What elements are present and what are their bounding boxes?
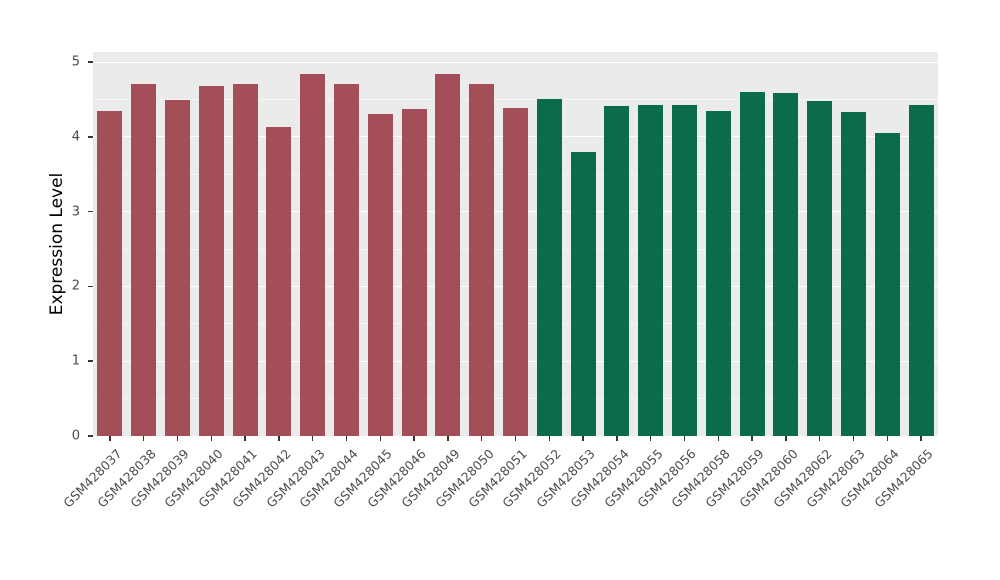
x-tick-mark — [886, 436, 889, 441]
bar-GSM428051 — [503, 108, 528, 436]
x-tick-mark — [109, 436, 111, 441]
y-tick-mark — [88, 136, 93, 138]
bar-GSM428037 — [97, 110, 123, 436]
y-tick-label: 4 — [71, 129, 80, 145]
x-tick-mark — [379, 436, 382, 441]
bar-GSM428042 — [266, 127, 292, 436]
y-tick-mark — [88, 435, 93, 437]
bar-GSM428052 — [536, 99, 562, 436]
x-tick-mark — [142, 436, 145, 441]
bar-GSM428041 — [232, 84, 258, 436]
x-tick-mark — [785, 436, 787, 441]
x-tick-mark — [818, 436, 821, 441]
bar-GSM428056 — [672, 105, 697, 436]
x-tick-mark — [514, 436, 517, 441]
x-tick-mark — [345, 436, 348, 441]
y-tick-label: 3 — [71, 204, 80, 220]
bar-GSM428040 — [198, 85, 224, 436]
bar-GSM428063 — [841, 112, 866, 436]
bar-GSM428043 — [300, 73, 326, 436]
plot-panel — [93, 52, 938, 437]
bar-GSM428060 — [773, 93, 799, 436]
bar-GSM428054 — [604, 106, 630, 436]
y-tick-mark — [88, 285, 93, 288]
x-tick-mark — [616, 436, 618, 441]
x-tick-mark — [852, 436, 855, 441]
bar-GSM428058 — [705, 110, 731, 436]
x-tick-mark — [311, 436, 314, 441]
bar-GSM428039 — [165, 100, 190, 436]
x-tick-mark — [210, 436, 213, 441]
x-tick-mark — [480, 436, 483, 441]
y-tick-label: 1 — [71, 353, 80, 369]
x-tick-mark — [920, 436, 922, 441]
x-tick-mark — [683, 436, 686, 441]
y-tick-mark — [88, 210, 93, 213]
x-tick-mark — [176, 436, 179, 441]
x-tick-mark — [278, 436, 280, 441]
bar-GSM428044 — [334, 84, 359, 436]
minor-gridline — [93, 98, 938, 100]
x-tick-mark — [548, 436, 551, 441]
bar-GSM428049 — [435, 73, 461, 436]
major-gridline — [93, 61, 938, 63]
x-tick-mark — [413, 436, 415, 441]
bar-GSM428053 — [570, 151, 596, 436]
y-axis-title: Expression Level — [47, 172, 67, 316]
y-tick-label: 5 — [71, 54, 80, 70]
y-tick-mark — [88, 61, 93, 63]
bar-GSM428038 — [131, 84, 157, 436]
x-tick-mark — [244, 436, 246, 441]
y-tick-mark — [88, 360, 93, 362]
x-tick-mark — [582, 436, 584, 441]
x-tick-mark — [717, 436, 720, 441]
bar-GSM428050 — [469, 84, 495, 436]
bar-GSM428055 — [638, 105, 664, 436]
x-tick-mark — [751, 436, 753, 441]
bar-GSM428065 — [908, 105, 934, 436]
bar-GSM428046 — [401, 109, 427, 436]
y-tick-label: 0 — [71, 428, 80, 444]
bar-GSM428059 — [739, 91, 765, 436]
bar-GSM428045 — [367, 113, 393, 436]
bar-GSM428064 — [874, 133, 900, 436]
x-tick-mark — [447, 436, 449, 441]
bar-GSM428062 — [807, 100, 833, 436]
x-tick-mark — [649, 436, 652, 441]
y-tick-label: 2 — [71, 278, 80, 294]
